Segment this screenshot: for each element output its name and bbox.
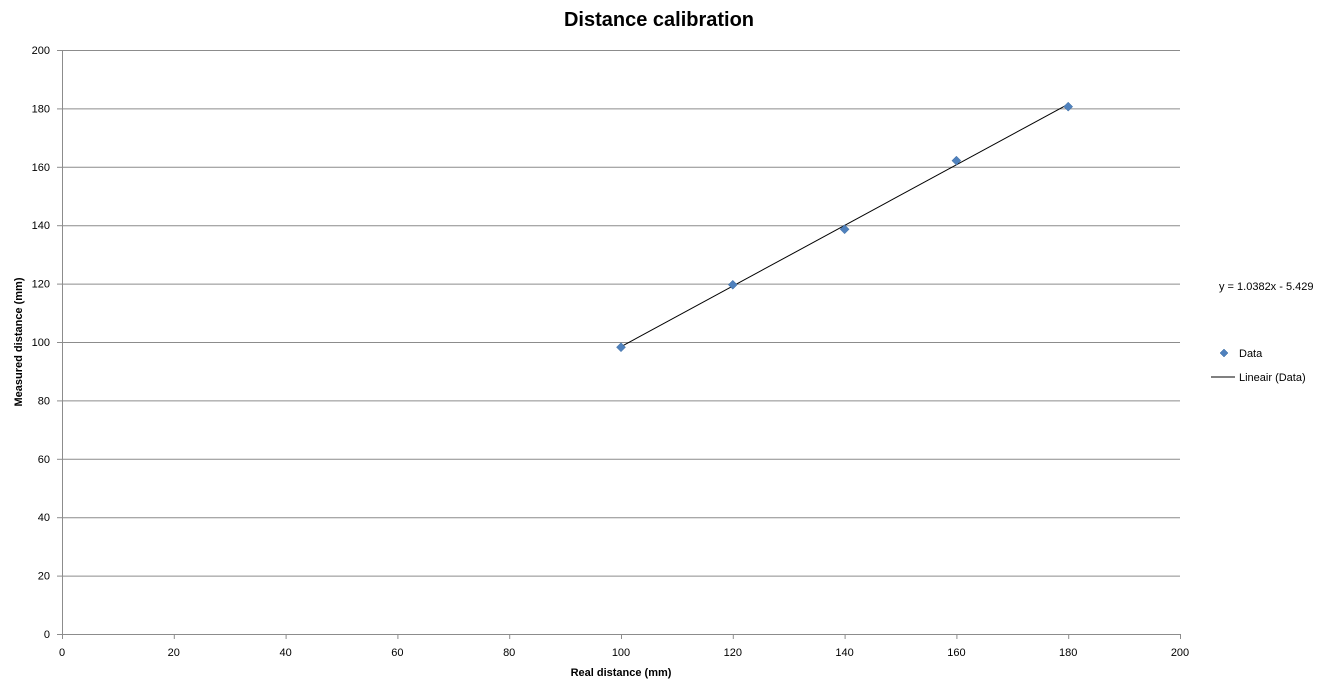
x-tick-label: 160 (947, 647, 965, 659)
legend-data-marker (1219, 348, 1229, 358)
x-tick-label: 20 (168, 647, 180, 659)
y-tick-label: 40 (38, 512, 50, 524)
y-tick-label: 60 (38, 454, 50, 466)
x-tick-label: 40 (279, 647, 291, 659)
y-tick-label: 100 (32, 337, 50, 349)
legend-trendline-label: Lineair (Data) (1239, 372, 1306, 384)
y-axis-title: Measured distance (mm) (13, 277, 25, 406)
y-tick-label: 200 (32, 45, 50, 57)
x-tick-label: 200 (1171, 647, 1189, 659)
y-tick-label: 80 (38, 395, 50, 407)
data-point (727, 279, 738, 290)
data-point (616, 342, 626, 353)
x-tick-label: 60 (391, 647, 403, 659)
data-point (951, 155, 962, 166)
axes (57, 50, 1181, 639)
data-points (616, 101, 1074, 353)
y-tick-label: 180 (32, 103, 50, 115)
chart-title: Distance calibration (564, 9, 754, 31)
y-tick-label: 0 (44, 629, 50, 641)
y-tick-label: 160 (32, 162, 50, 174)
x-tick-label: 180 (1059, 647, 1077, 659)
trendline-equation: y = 1.0382x - 5.429 (1219, 281, 1313, 293)
y-tick-labels: 0 20 40 60 80 100 120 140 160 180 200 (32, 45, 50, 641)
x-tick-labels: 0 20 40 60 80 100 120 140 160 180 200 (59, 647, 1189, 659)
x-tick-label: 80 (503, 647, 515, 659)
x-tick-label: 100 (612, 647, 630, 659)
y-tick-label: 140 (32, 220, 50, 232)
data-point (839, 224, 850, 235)
y-tick-label: 120 (32, 279, 50, 291)
x-tick-label: 120 (724, 647, 742, 659)
legend: Data Lineair (Data) (1211, 348, 1306, 384)
grid (62, 50, 1180, 577)
x-tick-label: 140 (835, 647, 853, 659)
y-tick-label: 20 (38, 571, 50, 583)
x-axis-title: Real distance (mm) (571, 667, 672, 679)
x-tick-label: 0 (59, 647, 65, 659)
data-point (1063, 101, 1074, 112)
legend-data-label: Data (1239, 348, 1263, 360)
